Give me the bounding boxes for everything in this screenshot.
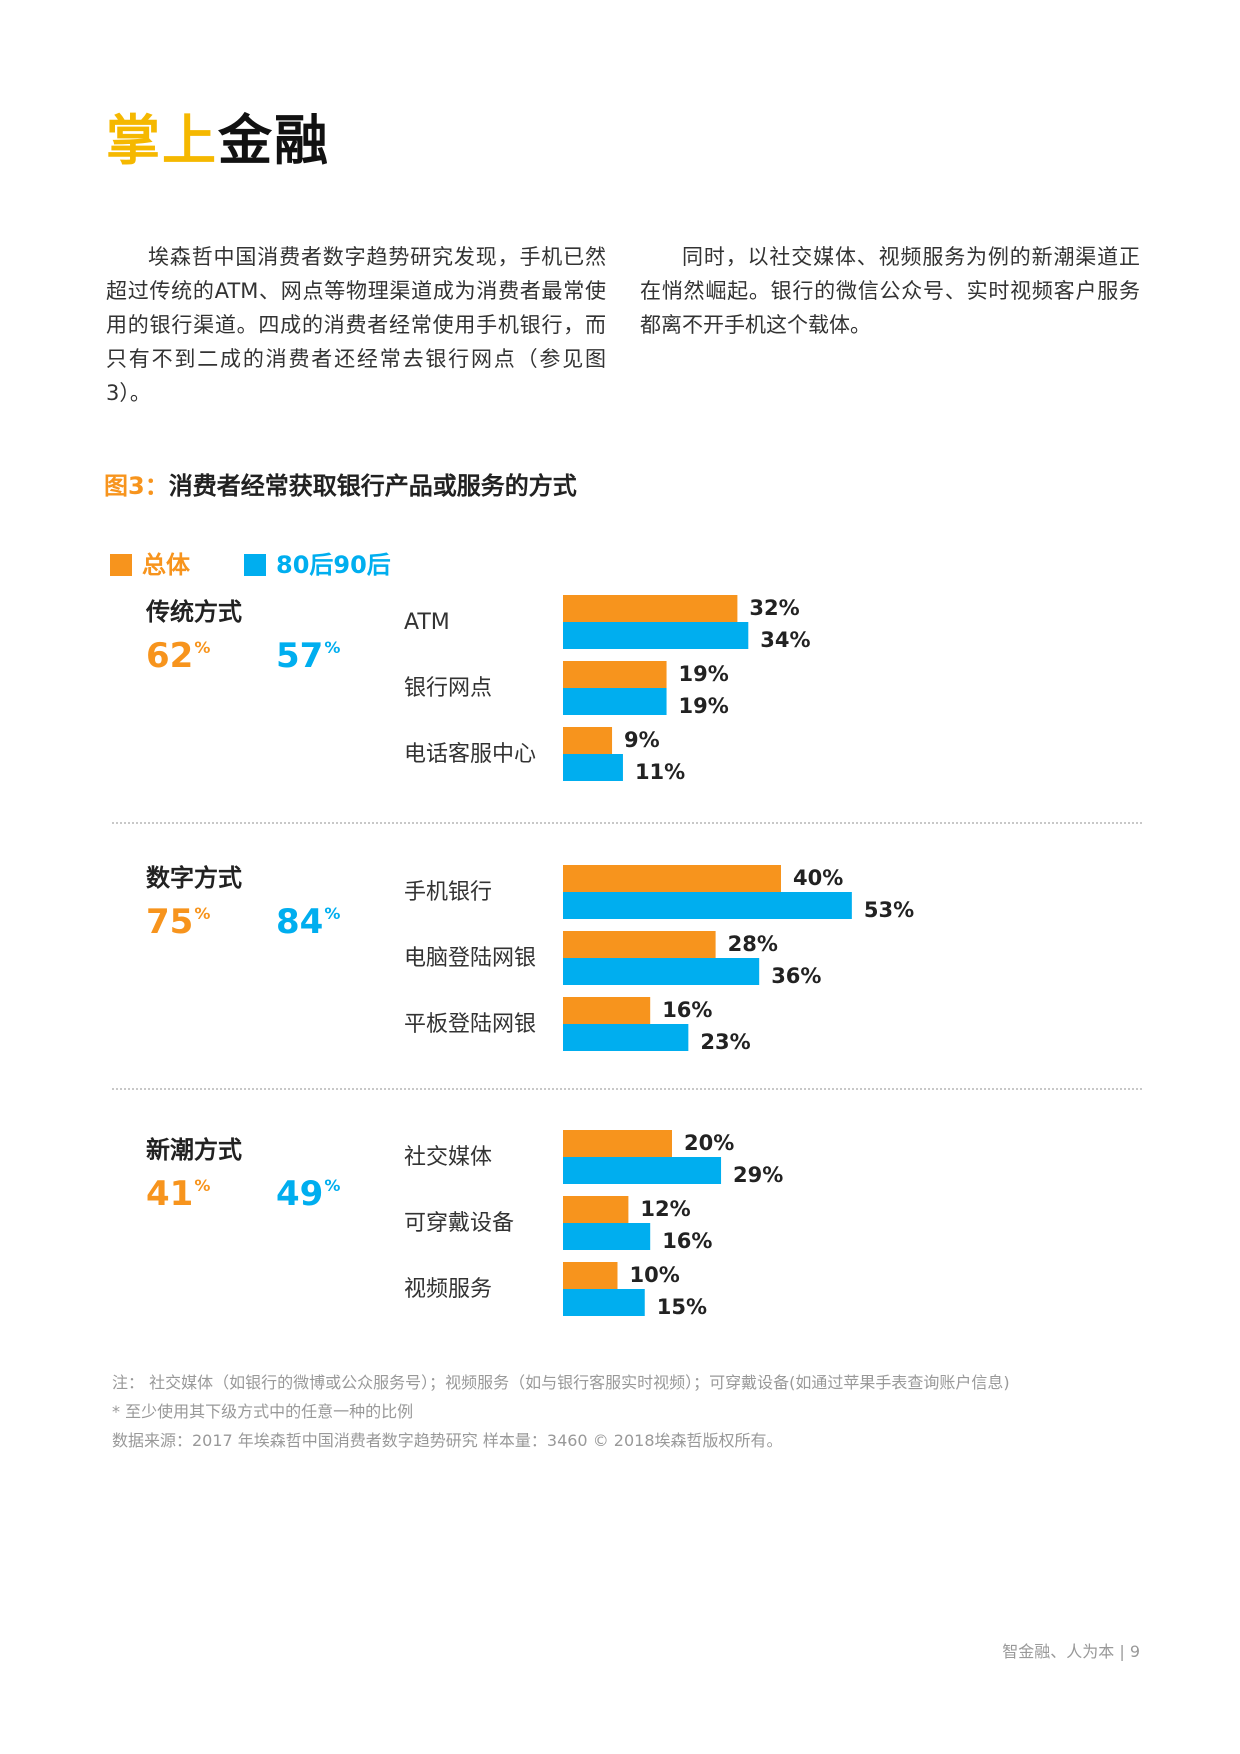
section-divider: [112, 1088, 1142, 1090]
section-total-pct-trendy: 41%: [146, 1174, 211, 1214]
bar-total: [563, 1130, 672, 1157]
category-label: ATM: [404, 610, 450, 635]
category-label: 平板登陆网银: [404, 1012, 536, 1037]
bar-young: [563, 1223, 651, 1250]
data-label-total: 19%: [679, 662, 729, 686]
bar-young: [563, 1289, 645, 1316]
bar-young: [563, 958, 760, 985]
bar-total: [563, 727, 613, 754]
bar-young: [563, 1157, 722, 1184]
data-label-total: 20%: [684, 1131, 734, 1155]
figure-number: 图3：: [104, 472, 169, 500]
intro-left-paragraph: 埃森哲中国消费者数字趋势研究发现，手机已然超过传统的ATM、网点等物理渠道成为消…: [106, 245, 606, 405]
note-source: 数据来源：2017 年埃森哲中国消费者数字趋势研究 样本量：3460 © 201…: [112, 1431, 783, 1450]
bar-total: [563, 997, 651, 1024]
data-label-young: 29%: [733, 1163, 783, 1187]
legend-item-total: 总体: [110, 545, 190, 580]
category-label: 可穿戴设备: [404, 1211, 514, 1236]
data-label-total: 40%: [793, 866, 843, 890]
page-title-part2: 金融: [218, 109, 330, 172]
data-label-young: 36%: [771, 964, 821, 988]
category-label: 电话客服中心: [404, 742, 536, 767]
bar-young: [563, 1024, 689, 1051]
note-asterisk: * 至少使用其下级方式中的任意一种的比例: [112, 1402, 414, 1421]
category-label: 社交媒体: [404, 1145, 492, 1170]
section-title-traditional: 传统方式: [146, 598, 242, 626]
bar-young: [563, 754, 623, 781]
intro-right-paragraph: 同时，以社交媒体、视频服务为例的新潮渠道正在悄然崛起。银行的微信公众号、实时视频…: [640, 245, 1140, 337]
bar-total: [563, 1262, 618, 1289]
data-label-young: 19%: [679, 694, 729, 718]
section-young-pct-digital: 84%: [276, 902, 341, 942]
page-title: 掌上金融: [106, 96, 330, 175]
data-label-total: 10%: [630, 1263, 680, 1287]
data-label-total: 12%: [640, 1197, 690, 1221]
chart-notes: 注： 社交媒体（如银行的微博或公众服务号）；视频服务（如与银行客服实时视频）；可…: [112, 1368, 1010, 1455]
bar-young: [563, 688, 667, 715]
category-label: 手机银行: [404, 880, 492, 905]
legend-swatch-total: [110, 554, 132, 576]
legend-label-total: 总体: [142, 551, 190, 579]
data-label-young: 11%: [635, 760, 685, 784]
page-footer: 智金融、人为本 | 9: [1002, 1642, 1140, 1661]
data-label-total: 9%: [624, 728, 660, 752]
bar-total: [563, 1196, 629, 1223]
category-label: 银行网点: [404, 676, 492, 701]
data-label-young: 16%: [662, 1229, 712, 1253]
bar-total: [563, 865, 781, 892]
bar-total: [563, 931, 716, 958]
figure-title: 图3：消费者经常获取银行产品或服务的方式: [104, 466, 577, 501]
page-title-part1: 掌上: [106, 109, 218, 172]
bar-total: [563, 661, 667, 688]
bar-young: [563, 892, 852, 919]
category-label: 电脑登陆网银: [404, 946, 536, 971]
section-title-digital: 数字方式: [146, 864, 242, 892]
section-title-trendy: 新潮方式: [146, 1136, 242, 1164]
legend-label-young: 80后90后: [276, 551, 391, 579]
data-label-young: 34%: [760, 628, 810, 652]
section-young-pct-traditional: 57%: [276, 636, 341, 676]
figure-title-text: 消费者经常获取银行产品或服务的方式: [168, 472, 577, 500]
category-label: 视频服务: [404, 1277, 492, 1302]
bar-young: [563, 622, 749, 649]
legend-item-young: 80后90后: [244, 545, 391, 580]
legend-swatch-young: [244, 554, 266, 576]
data-label-young: 23%: [700, 1030, 750, 1054]
section-total-pct-digital: 75%: [146, 902, 211, 942]
data-label-total: 16%: [662, 998, 712, 1022]
note-definitions: 注： 社交媒体（如银行的微博或公众服务号）；视频服务（如与银行客服实时视频）；可…: [112, 1373, 1010, 1392]
bar-total: [563, 595, 738, 622]
data-label-young: 15%: [657, 1295, 707, 1319]
data-label-total: 32%: [749, 596, 799, 620]
section-young-pct-trendy: 49%: [276, 1174, 341, 1214]
section-total-pct-traditional: 62%: [146, 636, 211, 676]
data-label-young: 53%: [864, 898, 914, 922]
data-label-total: 28%: [728, 932, 778, 956]
section-divider: [112, 822, 1142, 824]
